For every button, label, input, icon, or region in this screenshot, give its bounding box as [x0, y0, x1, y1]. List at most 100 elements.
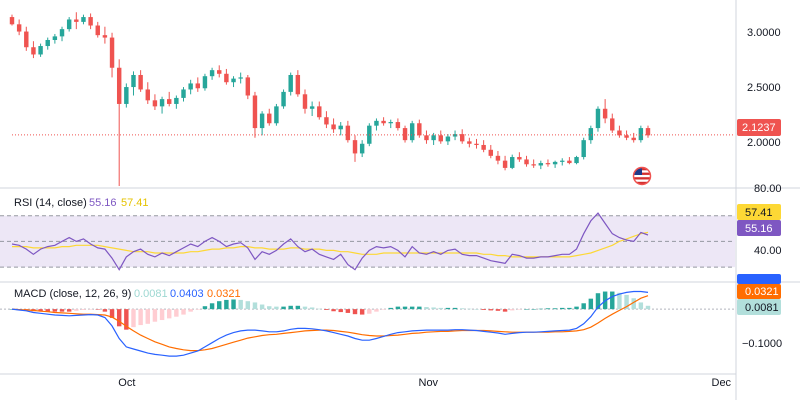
candle-body [474, 143, 479, 145]
macd-histogram-bar [174, 309, 179, 317]
candle-body [288, 74, 293, 92]
last-price-badge [737, 119, 781, 136]
macd-histogram-bar [402, 306, 408, 310]
candle-body [245, 77, 251, 96]
candle-body [131, 74, 136, 88]
candle-body [488, 149, 494, 156]
macd-histogram-bar [217, 301, 222, 310]
macd-histogram-bar [552, 308, 558, 310]
macd-histogram-bar [645, 305, 651, 310]
candle-body [102, 35, 108, 38]
macd-histogram-bar [81, 309, 86, 310]
candle-body [274, 106, 279, 124]
macd-histogram-bar [159, 309, 165, 321]
macd-title: MACD (close, 12, 26, 9) [14, 288, 131, 300]
candle-body [459, 134, 465, 142]
macd-line-legend-value: 0.0403 [170, 288, 204, 300]
macd-histogram-bar [131, 309, 136, 328]
rsi-y-tick: 80.00 [754, 183, 782, 195]
macd-histogram-bar [224, 299, 229, 310]
candle-body [338, 125, 343, 130]
candle-body [252, 95, 258, 129]
x-axis-label: Dec [712, 377, 732, 389]
macd-histogram-bar [252, 302, 258, 310]
macd-signal-badge-label: 0.0321 [745, 286, 779, 298]
candle-body [495, 155, 501, 161]
macd-histogram-bar [181, 309, 186, 315]
macd-histogram-bar [381, 309, 386, 310]
macd-histogram-bar [388, 307, 393, 310]
macd-histogram-bar [367, 309, 372, 314]
macd-histogram-bar [59, 309, 65, 312]
macd-histogram-bar [152, 309, 158, 322]
macd-histogram-bar [502, 309, 508, 312]
candle-body [352, 140, 358, 154]
candle-body [88, 17, 93, 26]
macd-histogram-bar [638, 302, 644, 310]
candle-body [545, 163, 551, 165]
rsi-ma-badge [737, 204, 781, 220]
candle-body [9, 17, 15, 25]
macd-histogram-bar [574, 306, 579, 310]
macd-histogram-bar [324, 309, 329, 310]
candle-body [574, 157, 579, 164]
macd-histogram-bar [545, 308, 551, 310]
macd-histogram-bar [452, 307, 458, 310]
macd-histogram-bar [431, 307, 436, 310]
macd-histogram-bar [374, 309, 379, 312]
candle-body [309, 106, 315, 109]
macd-histogram-bar [467, 308, 472, 310]
rsi-ma-badge-label: 57.41 [745, 207, 773, 219]
macd-histogram-bar [95, 309, 100, 310]
macd-y-tick: −0.1000 [742, 338, 782, 350]
candle-body [588, 128, 594, 141]
candle-body [45, 39, 50, 47]
macd-histogram-bar [488, 309, 494, 311]
candle-body [74, 19, 79, 22]
macd-histogram-bar [274, 306, 279, 310]
macd-histogram-bar [145, 309, 150, 324]
candle-body [188, 83, 193, 90]
rsi-ma-legend-value: 57.41 [121, 197, 149, 209]
candle-body [38, 46, 43, 55]
macd-histogram-bar [567, 307, 572, 310]
macd-histogram-bar [102, 309, 108, 312]
macd-histogram-bar [438, 307, 443, 310]
macd-histogram-bar [481, 309, 486, 310]
candle-body [481, 144, 486, 150]
candle-body [402, 128, 408, 141]
candle-body [52, 36, 58, 40]
candle-body [567, 160, 572, 164]
candle-body [331, 124, 336, 130]
candle-body [116, 67, 122, 104]
macd-histogram-bar [631, 298, 636, 310]
candle-body [538, 163, 544, 166]
macd-histogram-bar [510, 309, 515, 311]
candle-body [324, 117, 329, 125]
us-flag-icon[interactable] [632, 166, 652, 186]
macd-histogram-bar [495, 309, 501, 311]
macd-histogram-bar [74, 309, 79, 311]
macd-histogram-bar [302, 306, 308, 310]
macd-histogram-bar [195, 309, 201, 310]
candle-body [109, 37, 115, 68]
macd-histogram-bar [231, 299, 236, 310]
macd-histogram-bar [409, 306, 415, 310]
candle-body [238, 77, 243, 79]
macd-histogram-bar [445, 307, 451, 310]
macd-histogram-bar [166, 309, 172, 319]
x-axis-label: Nov [419, 377, 439, 389]
macd-histogram-bar [417, 306, 422, 310]
candle-body [181, 89, 186, 98]
macd-histogram-bar [288, 305, 293, 310]
macd-histogram-bar [309, 307, 315, 310]
macd-histogram-bar [109, 309, 115, 318]
candle-body [124, 87, 129, 104]
candle-body [388, 122, 393, 124]
price-y-tick: 2.0000 [747, 137, 781, 149]
macd-signal-badge [737, 284, 781, 299]
macd-histogram-bar [188, 309, 193, 312]
macd-histogram-bar [395, 306, 401, 310]
candle-body [431, 135, 436, 141]
